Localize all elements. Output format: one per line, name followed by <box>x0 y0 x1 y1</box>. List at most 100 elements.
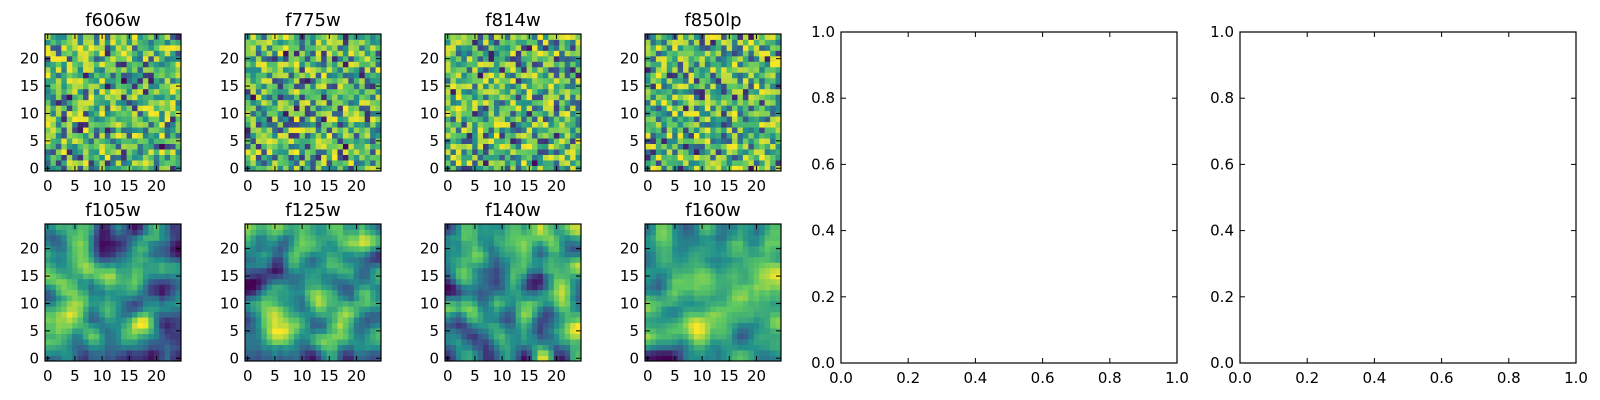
heatmap-cell <box>477 240 484 247</box>
heatmap-cell <box>359 44 366 51</box>
heatmap-cell <box>148 99 155 106</box>
heatmap-cell <box>493 99 500 106</box>
heatmap-cell <box>537 154 544 161</box>
heatmap-cell <box>293 256 300 263</box>
heatmap-cell <box>142 154 149 161</box>
heatmap-cell <box>288 328 295 334</box>
heatmap-cell <box>683 333 689 340</box>
heatmap-cell <box>277 350 284 356</box>
heatmap-cell <box>526 339 533 345</box>
heatmap-cell <box>548 77 555 84</box>
heatmap-cell <box>553 94 560 101</box>
heatmap-cell <box>142 234 149 241</box>
subplot-title: f606w <box>85 10 140 31</box>
heatmap-cell <box>666 39 673 46</box>
heatmap-cell <box>45 149 51 155</box>
heatmap-cell <box>537 224 544 230</box>
heatmap-cell <box>542 234 549 241</box>
axes-frame <box>644 33 782 172</box>
heatmap-cell <box>50 77 57 84</box>
heatmap-cell <box>88 300 95 307</box>
heatmap-cell <box>575 317 582 324</box>
heatmap-cell <box>732 295 738 302</box>
heatmap-cell <box>510 240 517 247</box>
heatmap-cell <box>304 143 311 150</box>
heatmap-cell <box>277 262 284 269</box>
heatmap-cell <box>570 50 576 57</box>
heatmap-cell <box>304 149 311 155</box>
heatmap-cell <box>721 355 727 362</box>
heatmap-cell <box>148 132 155 139</box>
heatmap-cell <box>121 160 127 166</box>
heatmap-cell <box>493 284 500 291</box>
heatmap-cell <box>288 229 295 236</box>
heatmap-cell <box>337 278 344 285</box>
heatmap-cell <box>364 289 371 296</box>
heatmap-cell <box>488 138 495 144</box>
heatmap-cell <box>488 149 495 155</box>
heatmap-cell <box>137 256 144 263</box>
heatmap-cell <box>721 72 727 79</box>
heatmap-cell <box>93 50 100 57</box>
heatmap-cell <box>466 322 473 329</box>
heatmap-cell <box>537 99 544 106</box>
heatmap-cell <box>559 344 566 351</box>
heatmap-cell <box>764 322 771 329</box>
heatmap-cell <box>55 66 62 73</box>
heatmap-cell <box>510 165 517 172</box>
heatmap-cell <box>461 256 468 263</box>
heatmap-cell <box>748 344 755 351</box>
heatmap-cell <box>121 99 127 106</box>
heatmap-cell <box>126 61 133 68</box>
x-tick-label: 5 <box>470 367 480 385</box>
heatmap-cell <box>159 138 166 144</box>
heatmap-cell <box>121 72 127 79</box>
heatmap-cell <box>537 61 544 68</box>
heatmap-cell <box>493 234 500 241</box>
heatmap-cell <box>61 143 68 150</box>
heatmap-cell <box>132 127 138 134</box>
heatmap-cell <box>564 240 571 247</box>
heatmap-cell <box>126 88 133 95</box>
heatmap-cell <box>61 149 68 155</box>
heatmap-cell <box>121 234 127 241</box>
heatmap-cell <box>645 121 651 128</box>
heatmap-cell <box>126 154 133 161</box>
heatmap-cell <box>672 72 679 79</box>
heatmap-cell <box>559 149 566 155</box>
heatmap-cell <box>559 273 566 280</box>
heatmap-cell <box>488 154 495 161</box>
y-tick-label: 0 <box>629 159 639 177</box>
heatmap-cell <box>504 116 511 123</box>
heatmap-cell <box>445 160 451 166</box>
heatmap-cell <box>455 322 462 329</box>
heatmap-cell <box>332 154 338 161</box>
heatmap-cell <box>688 165 695 172</box>
heatmap-cell <box>142 317 149 324</box>
heatmap-cell <box>83 116 89 123</box>
heatmap-cell <box>575 88 582 95</box>
heatmap-cell <box>50 344 57 351</box>
heatmap-cell <box>688 105 695 112</box>
heatmap-cell <box>693 83 700 90</box>
heatmap-cell <box>559 44 566 51</box>
heatmap-cell <box>304 278 311 285</box>
heatmap-cell <box>553 240 560 247</box>
heatmap-cell <box>104 256 111 263</box>
heatmap-cell <box>342 344 349 351</box>
heatmap-cell <box>455 138 462 144</box>
heatmap-cell <box>326 350 333 356</box>
heatmap-cell <box>277 328 284 334</box>
heatmap-cell <box>759 295 766 302</box>
heatmap-cell <box>472 94 479 101</box>
heatmap-cell <box>472 333 479 340</box>
heatmap-cell <box>170 94 176 101</box>
heatmap-cell <box>742 289 749 296</box>
heatmap-cell <box>748 39 755 46</box>
heatmap-cell <box>542 240 549 247</box>
heatmap-cell <box>126 262 133 269</box>
heatmap-cell <box>559 165 566 172</box>
heatmap-cell <box>277 149 284 155</box>
heatmap-cell <box>110 355 117 362</box>
heatmap-cell <box>515 55 522 62</box>
